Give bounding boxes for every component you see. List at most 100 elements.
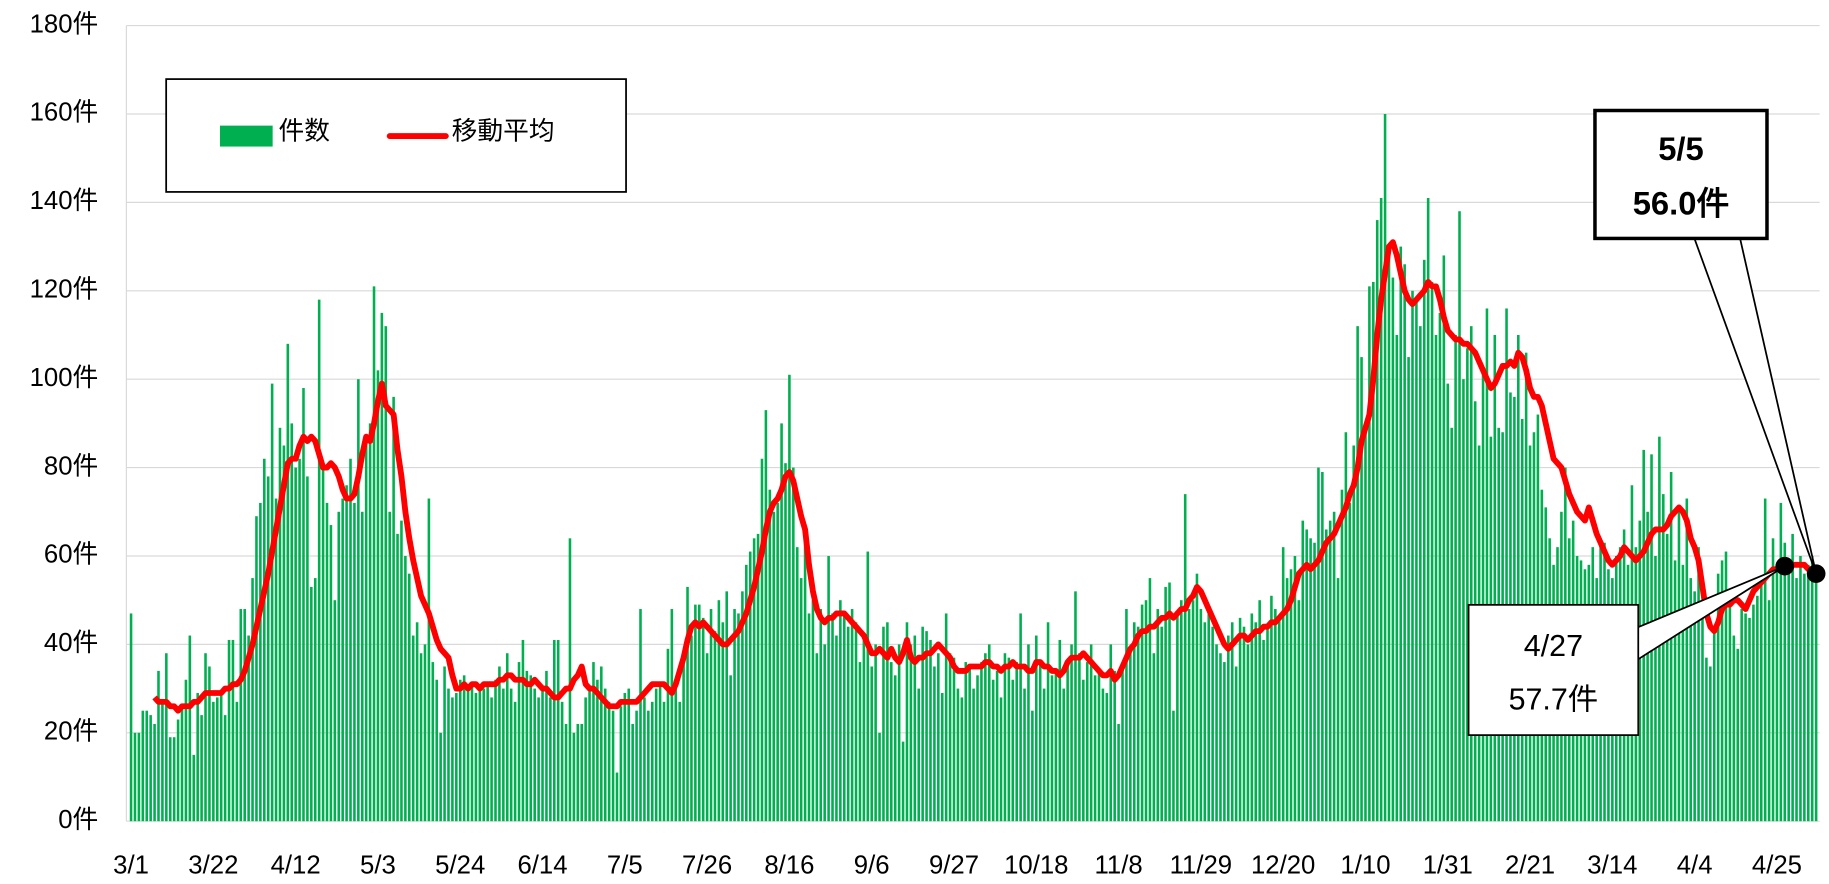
bar [878,732,881,822]
y-tick-label: 40件 [44,628,98,657]
bar [984,653,987,822]
bar [799,578,803,822]
bar [157,670,160,822]
bar [725,591,728,822]
bar [447,688,450,822]
bar [1289,569,1293,822]
x-tick-label: 5/3 [360,851,396,879]
bar [1293,555,1297,822]
bar [647,710,650,822]
bar [764,410,768,822]
bar [462,675,466,822]
bar [533,688,536,822]
bar [1191,600,1195,822]
bar [431,662,435,822]
bar [1164,586,1167,822]
bar [921,626,924,822]
bar [1270,595,1273,822]
x-tick-label: 3/22 [188,851,238,879]
bar [650,701,654,822]
bar [1203,622,1207,822]
bar [1211,626,1214,822]
bar [325,502,329,822]
callout-text: 56.0件 [1633,185,1730,222]
bar [1665,533,1669,822]
bar [270,383,274,822]
bar [603,688,607,822]
bar [1180,600,1183,822]
bar [329,525,333,822]
bar [737,613,740,822]
bar [313,578,317,822]
bar [498,666,501,822]
bar [568,538,572,822]
bar [1234,666,1238,822]
bar [576,723,580,822]
bar [1814,573,1818,822]
bar [913,635,917,822]
bar [1454,334,1457,822]
bar [443,666,446,822]
bar [517,662,521,822]
bar [792,467,795,822]
bar [1744,613,1747,822]
bar [1156,609,1160,822]
bar [1352,445,1356,822]
bar [337,511,341,822]
bar [1042,688,1046,822]
bar [890,662,893,822]
bar [455,693,458,822]
bar [658,684,662,822]
bar [968,666,971,822]
bar [1254,622,1258,822]
bar [1305,529,1308,822]
bar [1462,379,1465,822]
bar [263,458,266,822]
bar [1399,246,1403,822]
bar [1767,600,1771,822]
bar [490,697,493,822]
bar [999,697,1003,822]
bar [1383,113,1387,822]
bar [137,732,141,822]
bar [1654,555,1657,822]
bar [251,578,254,822]
bar [1132,622,1136,822]
bar [1442,255,1446,822]
bar [1258,600,1261,822]
bar [842,613,846,822]
bar [701,617,705,822]
bar [1199,609,1203,822]
bar [1027,644,1030,822]
bar [482,688,486,822]
bar [149,715,152,822]
bar [795,547,799,822]
bar [1336,578,1340,822]
bar [1348,502,1352,822]
bar [215,697,219,822]
bar [282,445,286,822]
x-tick-label: 9/6 [854,851,890,879]
bar [948,653,952,822]
bar [486,684,489,822]
bar [1152,653,1156,822]
bar [141,710,145,822]
bar [1054,670,1058,822]
callout-box [1467,603,1640,736]
bar [572,732,576,822]
bar [709,609,713,822]
bar [807,613,811,822]
bar [1759,578,1763,822]
bar [1360,357,1363,822]
bar [835,635,838,822]
bar [1297,600,1301,822]
bar [1391,277,1395,822]
bar [697,604,701,822]
bar [545,670,548,822]
legend-swatch [219,125,273,147]
bar [1763,498,1767,822]
bar [478,684,482,822]
bar [1238,617,1242,822]
bar [1340,489,1344,822]
bar [1791,533,1794,822]
